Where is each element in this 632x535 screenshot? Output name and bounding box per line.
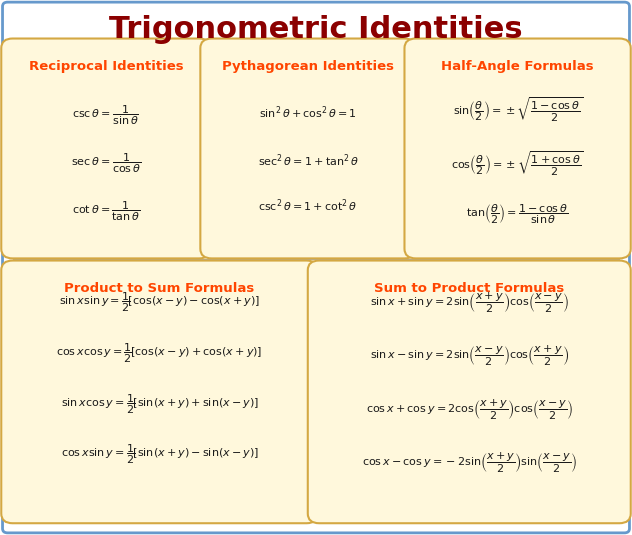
Text: $\sin^2\theta + \cos^2\theta = 1$: $\sin^2\theta + \cos^2\theta = 1$ (259, 104, 357, 121)
Text: $\csc^2\theta = 1 + \cot^2\theta$: $\csc^2\theta = 1 + \cot^2\theta$ (258, 197, 358, 215)
FancyBboxPatch shape (1, 39, 210, 258)
Text: Pythagorean Identities: Pythagorean Identities (222, 60, 394, 73)
Text: $\sin x\sin y = \dfrac{1}{2}\!\left[\cos(x-y) - \cos(x+y)\right]$: $\sin x\sin y = \dfrac{1}{2}\!\left[\cos… (59, 291, 260, 314)
Text: $\sin x - \sin y = 2\sin\!\left(\dfrac{x-y}{2}\right)\cos\!\left(\dfrac{x+y}{2}\: $\sin x - \sin y = 2\sin\!\left(\dfrac{x… (370, 343, 569, 368)
Text: Half-Angle Formulas: Half-Angle Formulas (441, 60, 594, 73)
Text: $\csc\theta = \dfrac{1}{\sin\theta}$: $\csc\theta = \dfrac{1}{\sin\theta}$ (73, 103, 139, 127)
Text: Sum to Product Formulas: Sum to Product Formulas (374, 282, 564, 295)
FancyBboxPatch shape (200, 39, 416, 258)
Text: Trigonometric Identities: Trigonometric Identities (109, 15, 523, 44)
Text: $\sec\theta = \dfrac{1}{\cos\theta}$: $\sec\theta = \dfrac{1}{\cos\theta}$ (71, 151, 141, 175)
Text: Reciprocal Identities: Reciprocal Identities (28, 60, 183, 73)
Text: $\sin\!\left(\dfrac{\theta}{2}\right) = \pm\sqrt{\dfrac{1-\cos\theta}{2}}$: $\sin\!\left(\dfrac{\theta}{2}\right) = … (453, 95, 583, 124)
Text: $\tan\!\left(\dfrac{\theta}{2}\right) = \dfrac{1-\cos\theta}{\sin\theta}$: $\tan\!\left(\dfrac{\theta}{2}\right) = … (466, 202, 569, 226)
Text: $\cos x\sin y = \dfrac{1}{2}\!\left[\sin(x+y) - \sin(x-y)\right]$: $\cos x\sin y = \dfrac{1}{2}\!\left[\sin… (61, 443, 258, 467)
Text: Product to Sum Formulas: Product to Sum Formulas (64, 282, 255, 295)
Text: $\sin x\cos y = \dfrac{1}{2}\!\left[\sin(x+y) + \sin(x-y)\right]$: $\sin x\cos y = \dfrac{1}{2}\!\left[\sin… (61, 392, 258, 416)
Text: $\cot\theta = \dfrac{1}{\tan\theta}$: $\cot\theta = \dfrac{1}{\tan\theta}$ (71, 200, 140, 223)
Text: $\sin x + \sin y = 2\sin\!\left(\dfrac{x+y}{2}\right)\cos\!\left(\dfrac{x-y}{2}\: $\sin x + \sin y = 2\sin\!\left(\dfrac{x… (370, 290, 569, 315)
Text: $\cos x\cos y = \dfrac{1}{2}\!\left[\cos(x-y) + \cos(x+y)\right]$: $\cos x\cos y = \dfrac{1}{2}\!\left[\cos… (56, 341, 263, 365)
Text: $\cos\!\left(\dfrac{\theta}{2}\right) = \pm\sqrt{\dfrac{1+\cos\theta}{2}}$: $\cos\!\left(\dfrac{\theta}{2}\right) = … (451, 149, 584, 178)
FancyBboxPatch shape (308, 261, 631, 523)
FancyBboxPatch shape (404, 39, 631, 258)
Text: $\cos x - \cos y = -2\sin\!\left(\dfrac{x+y}{2}\right)\sin\!\left(\dfrac{x-y}{2}: $\cos x - \cos y = -2\sin\!\left(\dfrac{… (362, 450, 577, 475)
FancyBboxPatch shape (1, 261, 318, 523)
Text: $\cos x + \cos y = 2\cos\!\left(\dfrac{x+y}{2}\right)\cos\!\left(\dfrac{x-y}{2}\: $\cos x + \cos y = 2\cos\!\left(\dfrac{x… (365, 397, 573, 422)
Text: $\sec^2\theta = 1 + \tan^2\theta$: $\sec^2\theta = 1 + \tan^2\theta$ (258, 152, 358, 169)
